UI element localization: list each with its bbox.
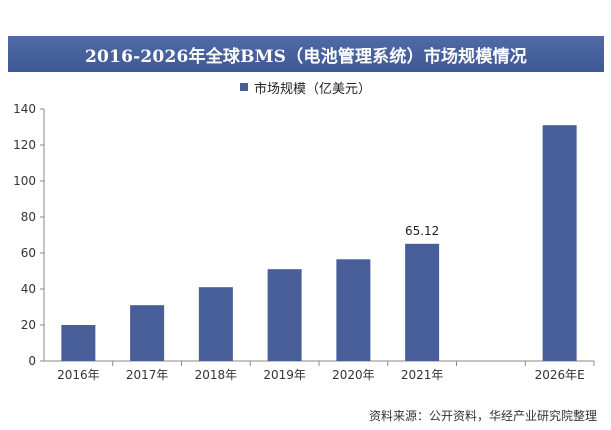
bar xyxy=(542,125,577,361)
bar xyxy=(336,259,371,361)
y-tick-label: 140 xyxy=(13,102,36,116)
chart-title: 2016-2026年全球BMS（电池管理系统）市场规模情况 xyxy=(8,36,604,72)
bar xyxy=(61,325,96,361)
y-tick-label: 120 xyxy=(13,138,36,152)
y-tick-label: 40 xyxy=(21,282,36,296)
y-tick-label: 0 xyxy=(28,354,36,368)
bar xyxy=(267,269,302,361)
legend-label: 市场规模（亿美元） xyxy=(253,81,371,97)
legend-swatch xyxy=(239,83,248,91)
y-tick-label: 100 xyxy=(13,174,36,188)
x-tick-label: 2017年 xyxy=(126,368,169,382)
x-tick-label: 2020年 xyxy=(332,368,375,382)
y-tick-label: 60 xyxy=(21,246,36,260)
bar xyxy=(198,287,233,361)
x-tick-label: 2018年 xyxy=(195,368,238,382)
y-tick-label: 80 xyxy=(21,210,36,224)
data-label: 65.12 xyxy=(405,224,439,238)
legend: 市场规模（亿美元） xyxy=(0,76,611,98)
x-tick-label: 2016年 xyxy=(57,368,100,382)
bar xyxy=(405,243,440,361)
x-tick-label: 2019年 xyxy=(263,368,306,382)
x-tick-label: 2026年E xyxy=(535,368,585,382)
x-tick-label: 2021年 xyxy=(401,368,444,382)
y-tick-label: 20 xyxy=(21,318,36,332)
bar xyxy=(130,305,165,361)
source-note: 资料来源：公开资料，华经产业研究院整理 xyxy=(368,409,597,423)
